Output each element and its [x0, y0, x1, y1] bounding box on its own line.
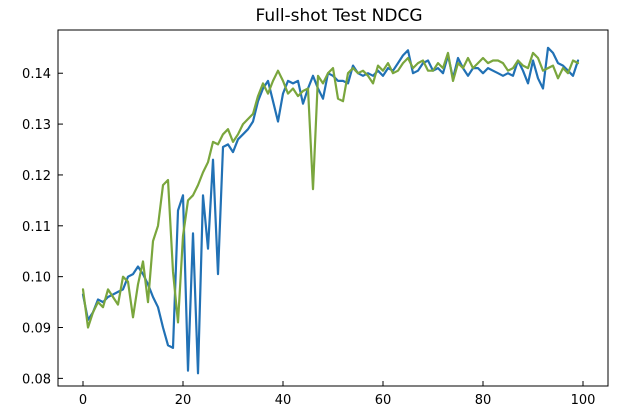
chart-title: Full-shot Test NDCG [255, 6, 422, 26]
series-line-2 [81, 51, 580, 329]
x-tick-label: 40 [275, 393, 292, 408]
plot-frame [57, 29, 609, 387]
x-tick-label: 100 [571, 393, 596, 408]
y-tick-label: 0.11 [22, 220, 51, 235]
y-tick-label: 0.14 [22, 67, 51, 82]
y-tick-label: 0.13 [22, 118, 51, 133]
series-layer [81, 46, 580, 375]
y-axis: 0.08 0.09 0.10 0.11 0.12 0.13 0.14 [22, 67, 63, 387]
y-tick-label: 0.12 [22, 169, 51, 184]
x-tick-label: 80 [475, 393, 492, 408]
y-tick-label: 0.08 [22, 372, 51, 387]
x-tick-label: 0 [79, 393, 87, 408]
x-tick-label: 60 [375, 393, 392, 408]
y-tick-label: 0.09 [22, 322, 51, 337]
y-tick-label: 0.10 [22, 271, 51, 286]
x-axis: 0 20 40 60 80 100 [79, 381, 596, 408]
x-tick-label: 20 [175, 393, 192, 408]
series-line-1 [81, 46, 580, 375]
